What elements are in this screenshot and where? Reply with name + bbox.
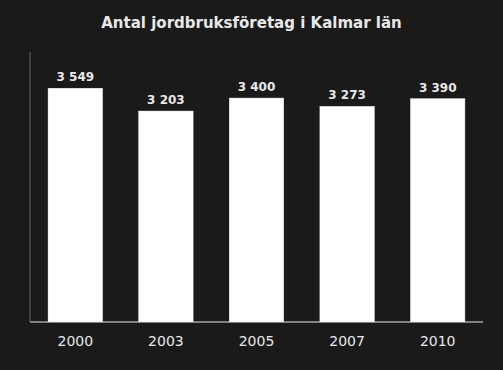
bars	[48, 88, 465, 322]
x-axis-line	[30, 322, 483, 323]
bar	[320, 106, 374, 322]
data-label: 3 549	[57, 70, 95, 84]
y-axis-line	[30, 52, 31, 322]
title: Antal jordbruksföretag i Kalmar län	[101, 14, 401, 32]
data-label: 3 203	[147, 93, 185, 107]
data-label: 3 390	[419, 81, 457, 95]
x-tick-label: 2000	[57, 333, 93, 349]
x-tick-label: 2005	[239, 333, 275, 349]
x-tick-label: 2007	[329, 333, 365, 349]
background	[0, 0, 503, 370]
bar	[139, 111, 193, 322]
x-tick-label: 2003	[148, 333, 184, 349]
bar	[411, 99, 465, 322]
chart-container: Antal jordbruksföretag i Kalmar län 3 549…	[0, 0, 503, 370]
chart-svg: Antal jordbruksföretag i Kalmar län 3 549…	[0, 0, 503, 370]
bar	[48, 88, 102, 322]
data-label: 3 400	[238, 80, 276, 94]
bar	[229, 98, 283, 322]
data-label: 3 273	[328, 88, 366, 102]
x-tick-label: 2010	[420, 333, 456, 349]
